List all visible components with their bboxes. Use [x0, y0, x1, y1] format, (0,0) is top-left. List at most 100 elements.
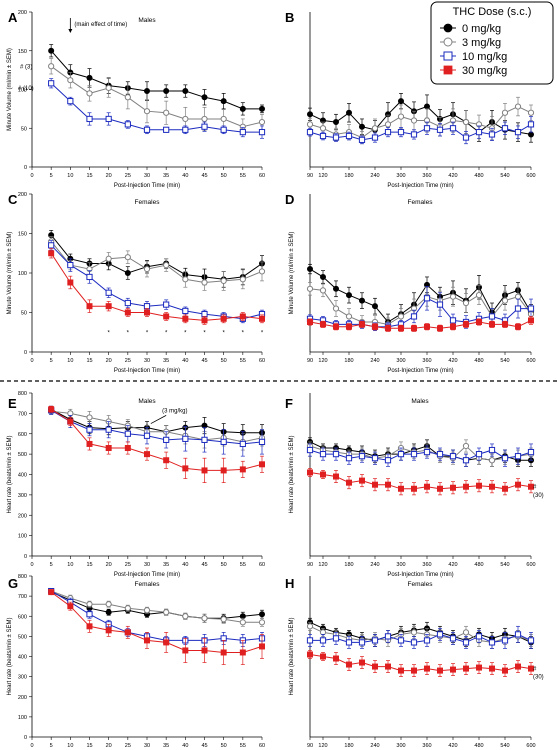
- x-axis-label: Post-Injection Time (min): [114, 572, 180, 578]
- y-tick-label: 200: [18, 192, 27, 198]
- data-point: [182, 315, 189, 322]
- y-tick-label: 300: [18, 675, 27, 681]
- data-point: [514, 293, 522, 300]
- data-point: [220, 438, 227, 445]
- data-point: [443, 51, 453, 61]
- data-point: [239, 276, 246, 283]
- data-point: [449, 635, 457, 642]
- data-point: [201, 647, 208, 654]
- data-point: [475, 482, 482, 489]
- data-point: [488, 321, 495, 328]
- series-0-mg-kg: [306, 437, 535, 467]
- legend-title: THC Dose (s.c.): [453, 6, 532, 18]
- data-point: [449, 484, 456, 491]
- data-point: [462, 442, 470, 450]
- x-tick-label: 180: [344, 173, 353, 179]
- series-line: [50, 82, 262, 133]
- data-point: [358, 639, 366, 646]
- x-tick-label: 0: [30, 562, 33, 568]
- data-point: [220, 315, 227, 322]
- data-point: [48, 589, 55, 596]
- series-3-mg-kg: [48, 58, 266, 135]
- x-tick-label: 20: [106, 173, 112, 179]
- data-point: [182, 126, 189, 133]
- data-point: [124, 121, 131, 128]
- data-point: [319, 287, 327, 294]
- data-point: [258, 105, 265, 112]
- data-point: [124, 254, 131, 261]
- data-point: [319, 273, 326, 280]
- data-point: [258, 461, 265, 468]
- series-line: [309, 472, 532, 490]
- data-point: [258, 619, 266, 626]
- data-point: [220, 277, 227, 284]
- series-line: [50, 253, 263, 321]
- data-point: [105, 115, 112, 123]
- data-point: [105, 426, 112, 433]
- y-tick-label: 500: [18, 452, 27, 458]
- data-point: [488, 446, 496, 454]
- data-point: [239, 619, 246, 626]
- data-point: [48, 63, 55, 70]
- panel-letter: E: [8, 396, 17, 411]
- panel-letter: A: [8, 10, 18, 25]
- data-point: [306, 285, 314, 292]
- x-tick-label: 180: [344, 743, 353, 749]
- data-point: [501, 109, 509, 116]
- data-point: [163, 639, 170, 646]
- data-point: [358, 477, 365, 484]
- data-point: [436, 485, 443, 492]
- x-tick-label: 10: [67, 358, 73, 364]
- data-point: [220, 616, 227, 623]
- data-point: [201, 615, 208, 622]
- significance-star: *: [107, 331, 110, 337]
- data-point: [105, 84, 112, 92]
- data-point: [462, 299, 470, 307]
- data-point: [371, 637, 379, 644]
- data-point: [86, 273, 93, 281]
- data-point: [462, 629, 470, 636]
- y-tick-label: 0: [24, 735, 27, 741]
- x-tick-label: 360: [422, 358, 431, 364]
- data-point: [514, 305, 522, 312]
- data-point: [501, 485, 508, 492]
- panel-b: 90 120 180 240 300 360 420 480 540 600 Post-Inject…: [285, 10, 536, 189]
- series-0-mg-kg: [306, 93, 535, 143]
- x-tick-label: 20: [106, 743, 112, 749]
- data-point: [201, 123, 208, 130]
- panel-letter: F: [285, 396, 293, 411]
- data-point: [515, 481, 522, 488]
- data-point: [182, 435, 189, 442]
- data-point: [358, 123, 365, 130]
- data-point: [358, 453, 366, 460]
- data-point: [527, 637, 535, 644]
- data-point: [345, 132, 353, 140]
- data-point: [306, 651, 313, 658]
- series-0-mg-kg: [48, 405, 265, 442]
- data-point: [258, 438, 266, 445]
- data-point: [124, 629, 131, 636]
- series-line: [50, 50, 262, 110]
- y-tick-label: 50: [21, 126, 27, 132]
- data-point: [462, 321, 469, 328]
- series-line: [50, 590, 263, 641]
- data-point: [443, 37, 453, 47]
- data-point: [105, 601, 112, 608]
- data-point: [449, 125, 457, 132]
- x-tick-label: 300: [396, 358, 405, 364]
- y-tick-label: 200: [18, 513, 27, 519]
- data-point: [143, 88, 150, 95]
- data-point: [436, 301, 444, 308]
- data-point: [201, 310, 208, 318]
- x-tick-label: 50: [221, 743, 227, 749]
- y-tick-label: 600: [18, 432, 27, 438]
- x-tick-label: 15: [86, 358, 92, 364]
- data-point: [319, 132, 327, 140]
- series-10-mg-kg: [48, 405, 266, 457]
- effect-arrowhead: [68, 29, 73, 33]
- data-point: [475, 664, 482, 671]
- data-point: [143, 451, 150, 458]
- data-point: [384, 129, 392, 136]
- data-point: [384, 457, 392, 464]
- x-tick-label: 60: [259, 562, 265, 568]
